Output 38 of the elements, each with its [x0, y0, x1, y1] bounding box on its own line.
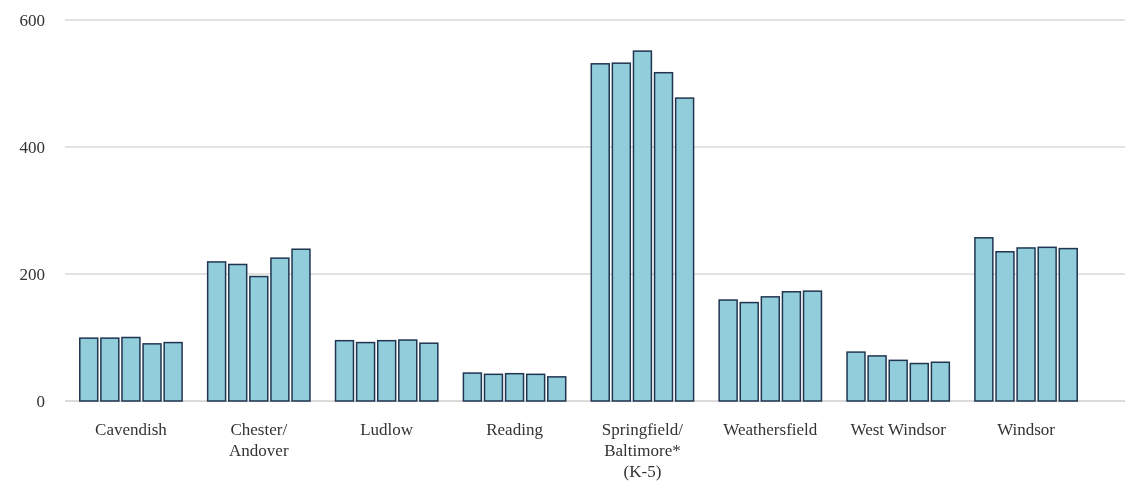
bar	[1058, 247, 1078, 402]
y-tick-label: 200	[19, 264, 45, 284]
x-tick-label: Chester/ Andover	[229, 420, 289, 460]
bar	[632, 50, 653, 402]
x-tick-label: Windsor	[997, 420, 1056, 439]
bar	[483, 373, 504, 402]
bar	[739, 301, 759, 402]
bar	[525, 373, 546, 402]
y-tick-label: 600	[19, 10, 45, 30]
x-tick-label: Springfield/ Baltimore* (K-5)	[601, 420, 684, 481]
bar	[462, 372, 483, 402]
bar	[930, 361, 951, 402]
bar	[611, 62, 632, 402]
y-tick-label: 400	[19, 137, 45, 157]
bar	[590, 63, 610, 402]
x-tick-label: Ludlow	[360, 420, 414, 439]
bar	[760, 296, 781, 402]
bar	[419, 342, 439, 402]
bar	[547, 376, 567, 402]
x-tick-label: Weathersfield	[723, 420, 818, 439]
bar	[802, 290, 823, 402]
bar	[781, 291, 802, 402]
bar	[79, 337, 99, 402]
bar	[504, 372, 525, 402]
bar	[355, 341, 376, 402]
bar	[653, 71, 674, 402]
bar	[228, 263, 248, 402]
bar	[674, 97, 695, 402]
x-tick-label: Cavendish	[95, 420, 168, 439]
bar	[398, 339, 418, 402]
x-tick-label: West Windsor	[850, 420, 947, 439]
bar	[718, 299, 738, 402]
bar	[376, 339, 397, 402]
x-tick-label: Reading	[486, 420, 544, 439]
bar	[334, 339, 355, 402]
bar	[206, 261, 227, 402]
bar	[909, 362, 929, 402]
y-tick-label: 0	[36, 391, 45, 411]
